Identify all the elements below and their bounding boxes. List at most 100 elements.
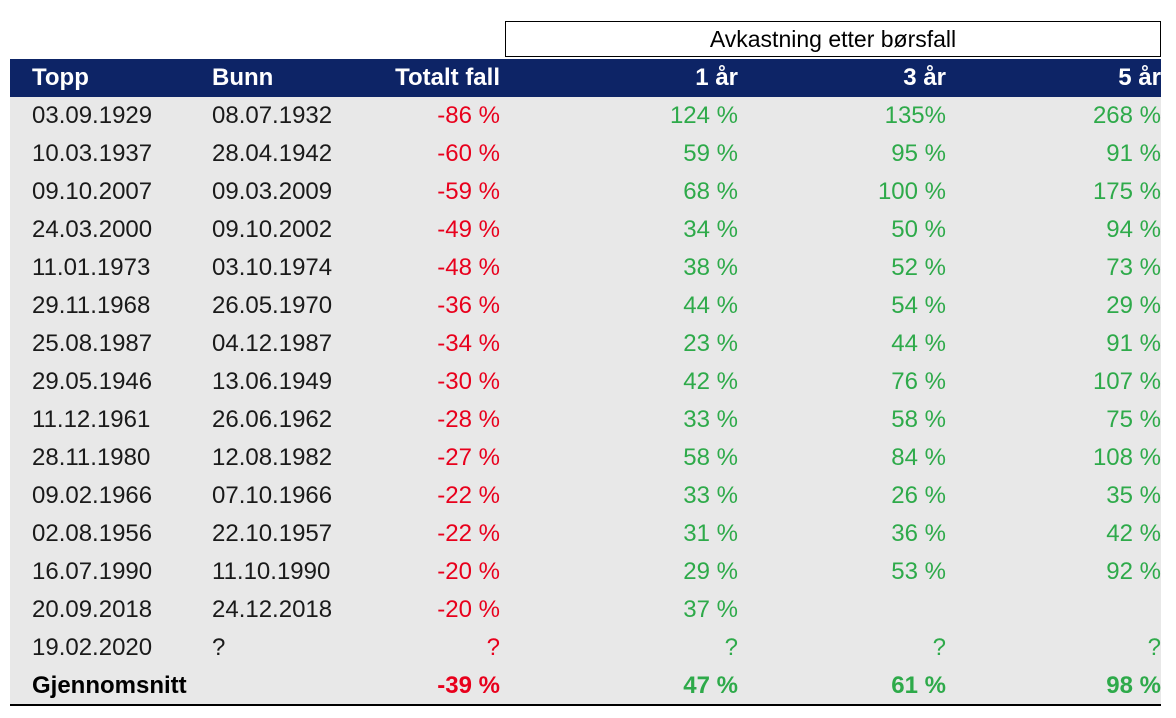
cell-topp: 25.08.1987: [32, 330, 153, 357]
cell-fall: ?: [486, 634, 500, 661]
cell-5-ar: 42 %: [1106, 520, 1161, 547]
cell-1-ar: 44 %: [683, 292, 738, 319]
table-row: 03.09.1929 08.07.1932 -86 % 124 % 135% 2…: [10, 97, 1161, 135]
cell-bunn: 26.06.1962: [212, 406, 333, 433]
cell-1-ar: 33 %: [683, 406, 738, 433]
cell-topp: 09.02.1966: [32, 482, 153, 509]
col-header-totalt-fall: Totalt fall: [395, 64, 500, 91]
cell-3-ar: 84 %: [891, 444, 946, 471]
table-row: 11.12.1961 26.06.1962 -28 % 33 % 58 % 75…: [10, 401, 1161, 439]
cell-1-ar: 37 %: [683, 596, 738, 623]
cell-fall: -27 %: [437, 444, 500, 471]
col-header-bunn: Bunn: [212, 64, 274, 91]
cell-fall: -36 %: [437, 292, 500, 319]
cell-bunn: 11.10.1990: [212, 558, 331, 585]
cell-fall: -48 %: [437, 254, 500, 281]
col-header-5-ar: 5 år: [1118, 64, 1161, 91]
cell-bunn: ?: [212, 634, 226, 661]
cell-fall: -22 %: [437, 520, 500, 547]
cell-1-ar: 58 %: [683, 444, 738, 471]
table-row: 25.08.1987 04.12.1987 -34 % 23 % 44 % 91…: [10, 325, 1161, 363]
cell-3-ar: 54 %: [891, 292, 946, 319]
cell-1-ar: 68 %: [683, 178, 738, 205]
cell-bunn: 12.08.1982: [212, 444, 333, 471]
average-1-ar: 47 %: [683, 671, 738, 699]
cell-5-ar: 91 %: [1106, 330, 1161, 357]
cell-5-ar: 108 %: [1092, 444, 1161, 471]
cell-5-ar: 73 %: [1106, 254, 1161, 281]
cell-fall: -86 %: [437, 102, 500, 129]
average-3-ar: 61 %: [891, 671, 946, 699]
cell-bunn: 26.05.1970: [212, 292, 333, 319]
cell-5-ar: 94 %: [1106, 216, 1161, 243]
cell-bunn: 09.10.2002: [212, 216, 333, 243]
average-row: Gjennomsnitt -39 % 47 % 61 % 98 %: [10, 667, 1161, 705]
cell-3-ar: 36 %: [891, 520, 946, 547]
cell-1-ar: ?: [724, 634, 738, 661]
cell-3-ar: 52 %: [891, 254, 946, 281]
cell-3-ar: 76 %: [891, 368, 946, 395]
cell-5-ar: 107 %: [1092, 368, 1161, 395]
cell-fall: -20 %: [437, 558, 500, 585]
cell-3-ar: 53 %: [891, 558, 946, 585]
cell-bunn: 04.12.1987: [212, 330, 333, 357]
table-row: 19.02.2020 ? ? ? ? ?: [10, 629, 1161, 667]
cell-3-ar: ?: [932, 634, 946, 661]
col-header-3-ar: 3 år: [903, 64, 946, 91]
table-row: 11.01.1973 03.10.1974 -48 % 38 % 52 % 73…: [10, 249, 1161, 287]
cell-5-ar: 268 %: [1092, 102, 1161, 129]
cell-fall: -20 %: [437, 596, 500, 623]
table-row: 28.11.1980 12.08.1982 -27 % 58 % 84 % 10…: [10, 439, 1161, 477]
cell-3-ar: [738, 591, 946, 629]
cell-bunn: 13.06.1949: [212, 368, 333, 395]
cell-topp: 20.09.2018: [32, 596, 153, 623]
cell-fall: -30 %: [437, 368, 500, 395]
table-row: 02.08.1956 22.10.1957 -22 % 31 % 36 % 42…: [10, 515, 1161, 553]
cell-bunn: 09.03.2009: [212, 178, 333, 205]
cell-fall: -28 %: [437, 406, 500, 433]
cell-topp: 29.11.1968: [32, 292, 151, 319]
cell-fall: -22 %: [437, 482, 500, 509]
col-header-topp: Topp: [32, 64, 89, 91]
table-header-row: Topp Bunn Totalt fall 1 år 3 år 5 år: [10, 59, 1161, 97]
cell-3-ar: 135%: [884, 102, 946, 129]
cell-topp: 10.03.1937: [32, 140, 153, 167]
cell-1-ar: 42 %: [683, 368, 738, 395]
table-row: 09.02.1966 07.10.1966 -22 % 33 % 26 % 35…: [10, 477, 1161, 515]
cell-fall: -59 %: [437, 178, 500, 205]
cell-5-ar: 175 %: [1092, 178, 1161, 205]
cell-5-ar: 75 %: [1106, 406, 1161, 433]
cell-bunn: 28.04.1942: [212, 140, 333, 167]
cell-5-ar: [946, 591, 1161, 629]
table-row: 09.10.2007 09.03.2009 -59 % 68 % 100 % 1…: [10, 173, 1161, 211]
average-fall: -39 %: [437, 671, 500, 699]
cell-topp: 11.12.1961: [32, 406, 151, 433]
cell-1-ar: 31 %: [683, 520, 738, 547]
cell-topp: 16.07.1990: [32, 558, 153, 585]
cell-bunn: 24.12.2018: [212, 596, 333, 623]
cell-1-ar: 124 %: [669, 102, 738, 129]
table-row: 20.09.2018 24.12.2018 -20 % 37 %: [10, 591, 1161, 629]
super-header-returns-after-crash: Avkastning etter børsfall: [505, 21, 1161, 57]
cell-3-ar: 58 %: [891, 406, 946, 433]
cell-1-ar: 38 %: [683, 254, 738, 281]
cell-fall: -60 %: [437, 140, 500, 167]
cell-3-ar: 26 %: [891, 482, 946, 509]
cell-topp: 11.01.1973: [32, 254, 151, 281]
cell-3-ar: 50 %: [891, 216, 946, 243]
cell-1-ar: 34 %: [683, 216, 738, 243]
table-row: 10.03.1937 28.04.1942 -60 % 59 % 95 % 91…: [10, 135, 1161, 173]
cell-topp: 29.05.1946: [32, 368, 153, 395]
cell-5-ar: 91 %: [1106, 140, 1161, 167]
cell-fall: -34 %: [437, 330, 500, 357]
table-row: 29.11.1968 26.05.1970 -36 % 44 % 54 % 29…: [10, 287, 1161, 325]
cell-bunn: 03.10.1974: [212, 254, 333, 281]
cell-5-ar: ?: [1147, 634, 1161, 661]
cell-5-ar: 92 %: [1106, 558, 1161, 585]
table-row: 24.03.2000 09.10.2002 -49 % 34 % 50 % 94…: [10, 211, 1161, 249]
table-row: 16.07.1990 11.10.1990 -20 % 29 % 53 % 92…: [10, 553, 1161, 591]
cell-topp: 28.11.1980: [32, 444, 151, 471]
cell-1-ar: 59 %: [683, 140, 738, 167]
cell-fall: -49 %: [437, 216, 500, 243]
market-crash-table: Topp Bunn Totalt fall 1 år 3 år 5 år 03.…: [10, 59, 1161, 706]
